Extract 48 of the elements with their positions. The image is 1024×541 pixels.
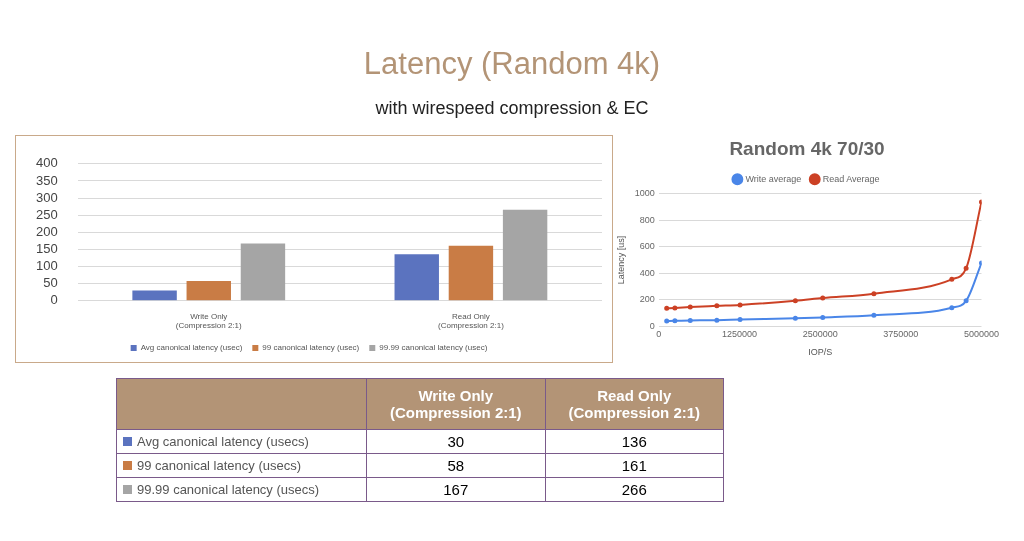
legend-label: Write average xyxy=(745,173,802,184)
legend-label: 99.99 canonical latency (usec) xyxy=(379,343,488,353)
bar xyxy=(186,280,231,301)
x-tick-label: Write Only (Compression 2:1) xyxy=(175,311,242,331)
legend-label: Avg canonical latency (usec) xyxy=(140,343,243,353)
bar xyxy=(502,209,548,301)
chart-title: Random 4k 70/30 xyxy=(729,137,885,159)
x-tick-label: 2500000 xyxy=(802,329,838,340)
data-label: 266 xyxy=(545,477,724,502)
chart-subtitle: with wirespeed compression & EC xyxy=(374,98,650,119)
x-axis-title: IOP/S xyxy=(808,347,833,358)
y-tick-label: 250 xyxy=(35,206,58,222)
x-tick-label: 3750000 xyxy=(883,329,919,340)
category-label: Write Only (Compression 2:1) xyxy=(366,378,545,430)
legend-label: 99.99 canonical latency (usecs) xyxy=(116,477,367,502)
y-tick-label: 400 xyxy=(639,267,655,278)
bar xyxy=(394,254,439,301)
y-tick-label: 100 xyxy=(35,258,58,274)
bar xyxy=(132,290,177,301)
legend-label: Avg canonical latency (usecs) xyxy=(116,429,367,454)
x-tick-label: Read Only (Compression 2:1) xyxy=(438,311,505,331)
y-tick-label: 50 xyxy=(43,275,58,291)
y-tick-label: 0 xyxy=(50,292,58,308)
category-label: Read Only (Compression 2:1) xyxy=(545,378,724,430)
y-tick-label: 300 xyxy=(35,189,58,205)
y-axis-title: Latency [us] xyxy=(615,235,626,285)
data-label: 167 xyxy=(366,477,545,502)
y-tick-label: 400 xyxy=(35,155,58,171)
x-tick-label: 5000000 xyxy=(963,329,999,340)
y-tick-label: 200 xyxy=(35,223,58,239)
y-tick-label: 800 xyxy=(639,214,655,225)
data-label: 161 xyxy=(545,453,724,478)
y-tick-label: 150 xyxy=(35,241,58,256)
data-label: 30 xyxy=(366,429,545,454)
bar xyxy=(240,243,286,301)
data-label: 58 xyxy=(366,453,545,478)
legend-label: 99 canonical latency (usec) xyxy=(262,343,360,353)
y-tick-label: 1000 xyxy=(634,188,655,199)
chart-title: Latency (Random 4k) xyxy=(362,46,662,82)
y-tick-label: 600 xyxy=(639,241,655,252)
legend-label: Read Average xyxy=(822,173,880,184)
y-tick-label: 200 xyxy=(639,294,655,305)
x-tick-label: 0 xyxy=(656,329,662,340)
legend-label: 99 canonical latency (usecs) xyxy=(116,453,367,478)
bar xyxy=(448,245,494,301)
y-tick-label: 350 xyxy=(35,172,58,188)
data-label: 136 xyxy=(545,429,724,454)
x-tick-label: 1250000 xyxy=(721,329,758,340)
